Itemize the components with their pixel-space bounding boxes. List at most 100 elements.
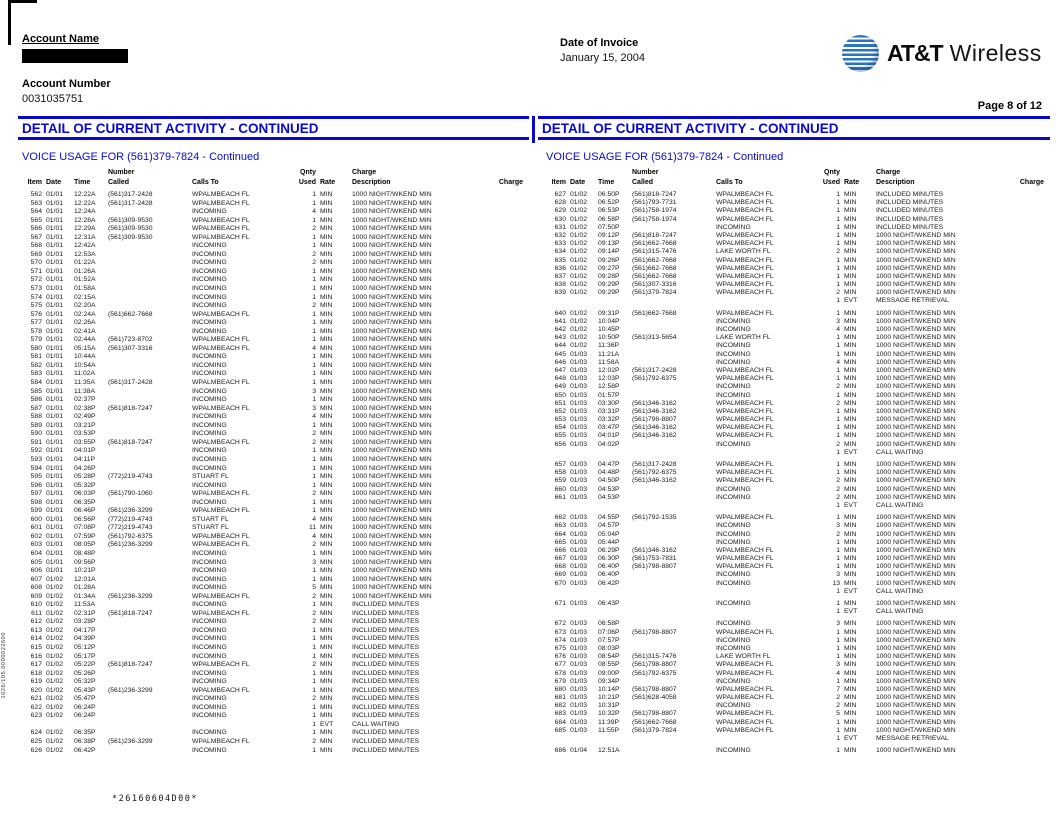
cell-qty-used: 2 xyxy=(312,225,316,233)
cell-calls-to: WPALMBEACH FL xyxy=(192,191,250,198)
cell-unit: MIN xyxy=(320,746,333,754)
cell-item: 633 xyxy=(554,240,566,248)
cell-number-called xyxy=(632,608,712,616)
call-record-row: 616 01/02 05:17P INCOMING 1 MIN INCLUDED MINUT… xyxy=(22,653,527,662)
cell-qty-used: 2 xyxy=(312,738,316,745)
cell-date: 01/02 xyxy=(46,635,64,643)
cell-item: 562 xyxy=(30,191,42,198)
cell-item: 567 xyxy=(30,233,42,241)
cell-unit: MIN xyxy=(320,430,333,438)
cell-unit: MIN xyxy=(320,695,333,703)
cell-number-called xyxy=(108,370,188,379)
cell-unit: MIN xyxy=(844,514,857,522)
cell-time: 09:29P xyxy=(598,289,620,297)
cell-description: 1000 NIGHT/WKEND MIN xyxy=(876,514,956,522)
cell-time: 12:42A xyxy=(74,242,96,250)
cell-qty-used: 1 xyxy=(312,242,316,250)
cell-qty-used: 1 xyxy=(836,735,840,742)
cell-time: 05:15A xyxy=(74,344,96,352)
cell-unit: MIN xyxy=(320,259,333,267)
cell-number-called xyxy=(108,456,188,465)
cell-item: 591 xyxy=(30,438,42,446)
cell-unit: EVT xyxy=(844,587,858,595)
cell-time: 05:28P xyxy=(74,473,96,481)
cell-number-called xyxy=(632,383,712,391)
cell-charge xyxy=(1010,400,1048,408)
cell-number-called: (561)793-7731 xyxy=(632,199,677,207)
cell-time: 09:34P xyxy=(598,677,620,685)
cell-date: 01/03 xyxy=(570,694,588,702)
cell-qty-used: 2 xyxy=(836,477,840,485)
cell-calls-to: WPALMBEACH FL xyxy=(192,541,250,549)
cell-charge xyxy=(486,405,527,414)
call-rows-right: 627 01/02 06:50P (561)818-7247 WPALMBEACH FL… xyxy=(546,191,1048,755)
cell-calls-to: INCOMING xyxy=(192,498,227,506)
cell-date: 01/03 xyxy=(570,600,588,607)
cell-calls-to: WPALMBEACH FL xyxy=(192,507,250,515)
cell-description: 1000 NIGHT/WKEND MIN xyxy=(352,267,432,275)
cell-time xyxy=(598,588,628,596)
cell-calls-to: WPALMBEACH FL xyxy=(192,609,250,617)
cell-date: 01/03 xyxy=(570,461,588,468)
cell-date: 01/02 xyxy=(570,326,588,333)
table-header-row2: Item Date Time Called Calls To Used Rate… xyxy=(546,178,1048,188)
cell-description: 1000 NIGHT/WKEND MIN xyxy=(876,358,956,366)
cell-charge xyxy=(486,396,527,405)
cell-description: 1000 NIGHT/WKEND MIN xyxy=(352,319,432,327)
logo-wireless-text: Wireless xyxy=(949,40,1042,66)
cell-time: 05:32P xyxy=(74,678,96,686)
call-record-row: 684 01/03 11:39P (561)662-7668 WPALMBEACH FL… xyxy=(546,719,1048,727)
cell-description: CALL WAITING xyxy=(876,587,924,595)
cell-description: 1000 NIGHT/WKEND MIN xyxy=(876,685,956,693)
cell-description: 1000 NIGHT/WKEND MIN xyxy=(352,310,432,318)
cell-calls-to xyxy=(716,449,816,457)
cell-charge xyxy=(1010,232,1048,240)
cell-time xyxy=(598,297,628,305)
cell-number-called: (561)628-4058 xyxy=(632,694,677,702)
cell-qty-used: 1 xyxy=(312,481,316,489)
cell-date: 01/01 xyxy=(46,524,64,532)
cell-description: 1000 NIGHT/WKEND MIN xyxy=(876,407,956,415)
cell-qty-used: 1 xyxy=(836,514,840,522)
cell-calls-to: WPALMBEACH FL xyxy=(716,407,774,415)
cell-charge xyxy=(1010,461,1048,469)
cell-date: 01/02 xyxy=(46,626,64,634)
cell-qty-used: 1 xyxy=(312,353,316,361)
cell-calls-to: INCOMING xyxy=(192,361,227,369)
cell-date: 01/03 xyxy=(570,432,588,440)
cell-number-called: (561)792-6375 xyxy=(108,532,153,540)
call-record-row: 577 01/01 02:26A INCOMING 1 MIN 1000 NIGHT/WKE… xyxy=(22,319,527,328)
cell-charge xyxy=(1010,383,1048,391)
cell-charge xyxy=(1010,678,1048,686)
cell-number-called: (561)818-7247 xyxy=(108,609,153,617)
cell-qty-used: 1 xyxy=(836,264,840,272)
cell-description: 1000 NIGHT/WKEND MIN xyxy=(352,567,432,575)
cell-calls-to: STUART FL xyxy=(192,515,229,523)
cell-time: 12:51A xyxy=(598,747,620,755)
cell-qty-used: 1 xyxy=(836,375,840,383)
cell-description: 1000 NIGHT/WKEND MIN xyxy=(352,396,432,404)
cell-description: 1000 NIGHT/WKEND MIN xyxy=(352,455,432,463)
cell-qty-used: 4 xyxy=(312,208,316,216)
cell-item xyxy=(546,588,566,596)
cell-number-called: (561)317-2428 xyxy=(108,191,153,198)
cell-calls-to: WPALMBEACH FL xyxy=(716,546,774,554)
cell-qty-used: 1 xyxy=(312,216,316,224)
cell-calls-to: WPALMBEACH FL xyxy=(716,669,774,677)
cell-charge xyxy=(486,465,527,474)
cell-description: 1000 NIGHT/WKEND MIN xyxy=(876,546,956,554)
cell-qty-used: 2 xyxy=(836,694,840,702)
call-record-row: 1 EVT CALL WAITING xyxy=(22,721,527,730)
cell-time: 12:58P xyxy=(598,383,620,391)
cell-charge xyxy=(486,473,527,482)
cell-charge xyxy=(1010,342,1048,350)
cell-item: 685 xyxy=(554,726,566,734)
cell-time: 12:22A xyxy=(74,191,96,198)
cell-time: 01:28A xyxy=(74,584,96,592)
cell-unit: MIN xyxy=(844,555,857,563)
cell-qty-used: 1 xyxy=(836,191,840,198)
cell-date: 01/01 xyxy=(46,259,64,267)
cell-calls-to: WPALMBEACH FL xyxy=(192,336,250,344)
call-record-row: 569 01/01 12:53A INCOMING 2 MIN 1000 NIGHT/WKE… xyxy=(22,251,527,260)
cell-number-called xyxy=(108,644,188,653)
